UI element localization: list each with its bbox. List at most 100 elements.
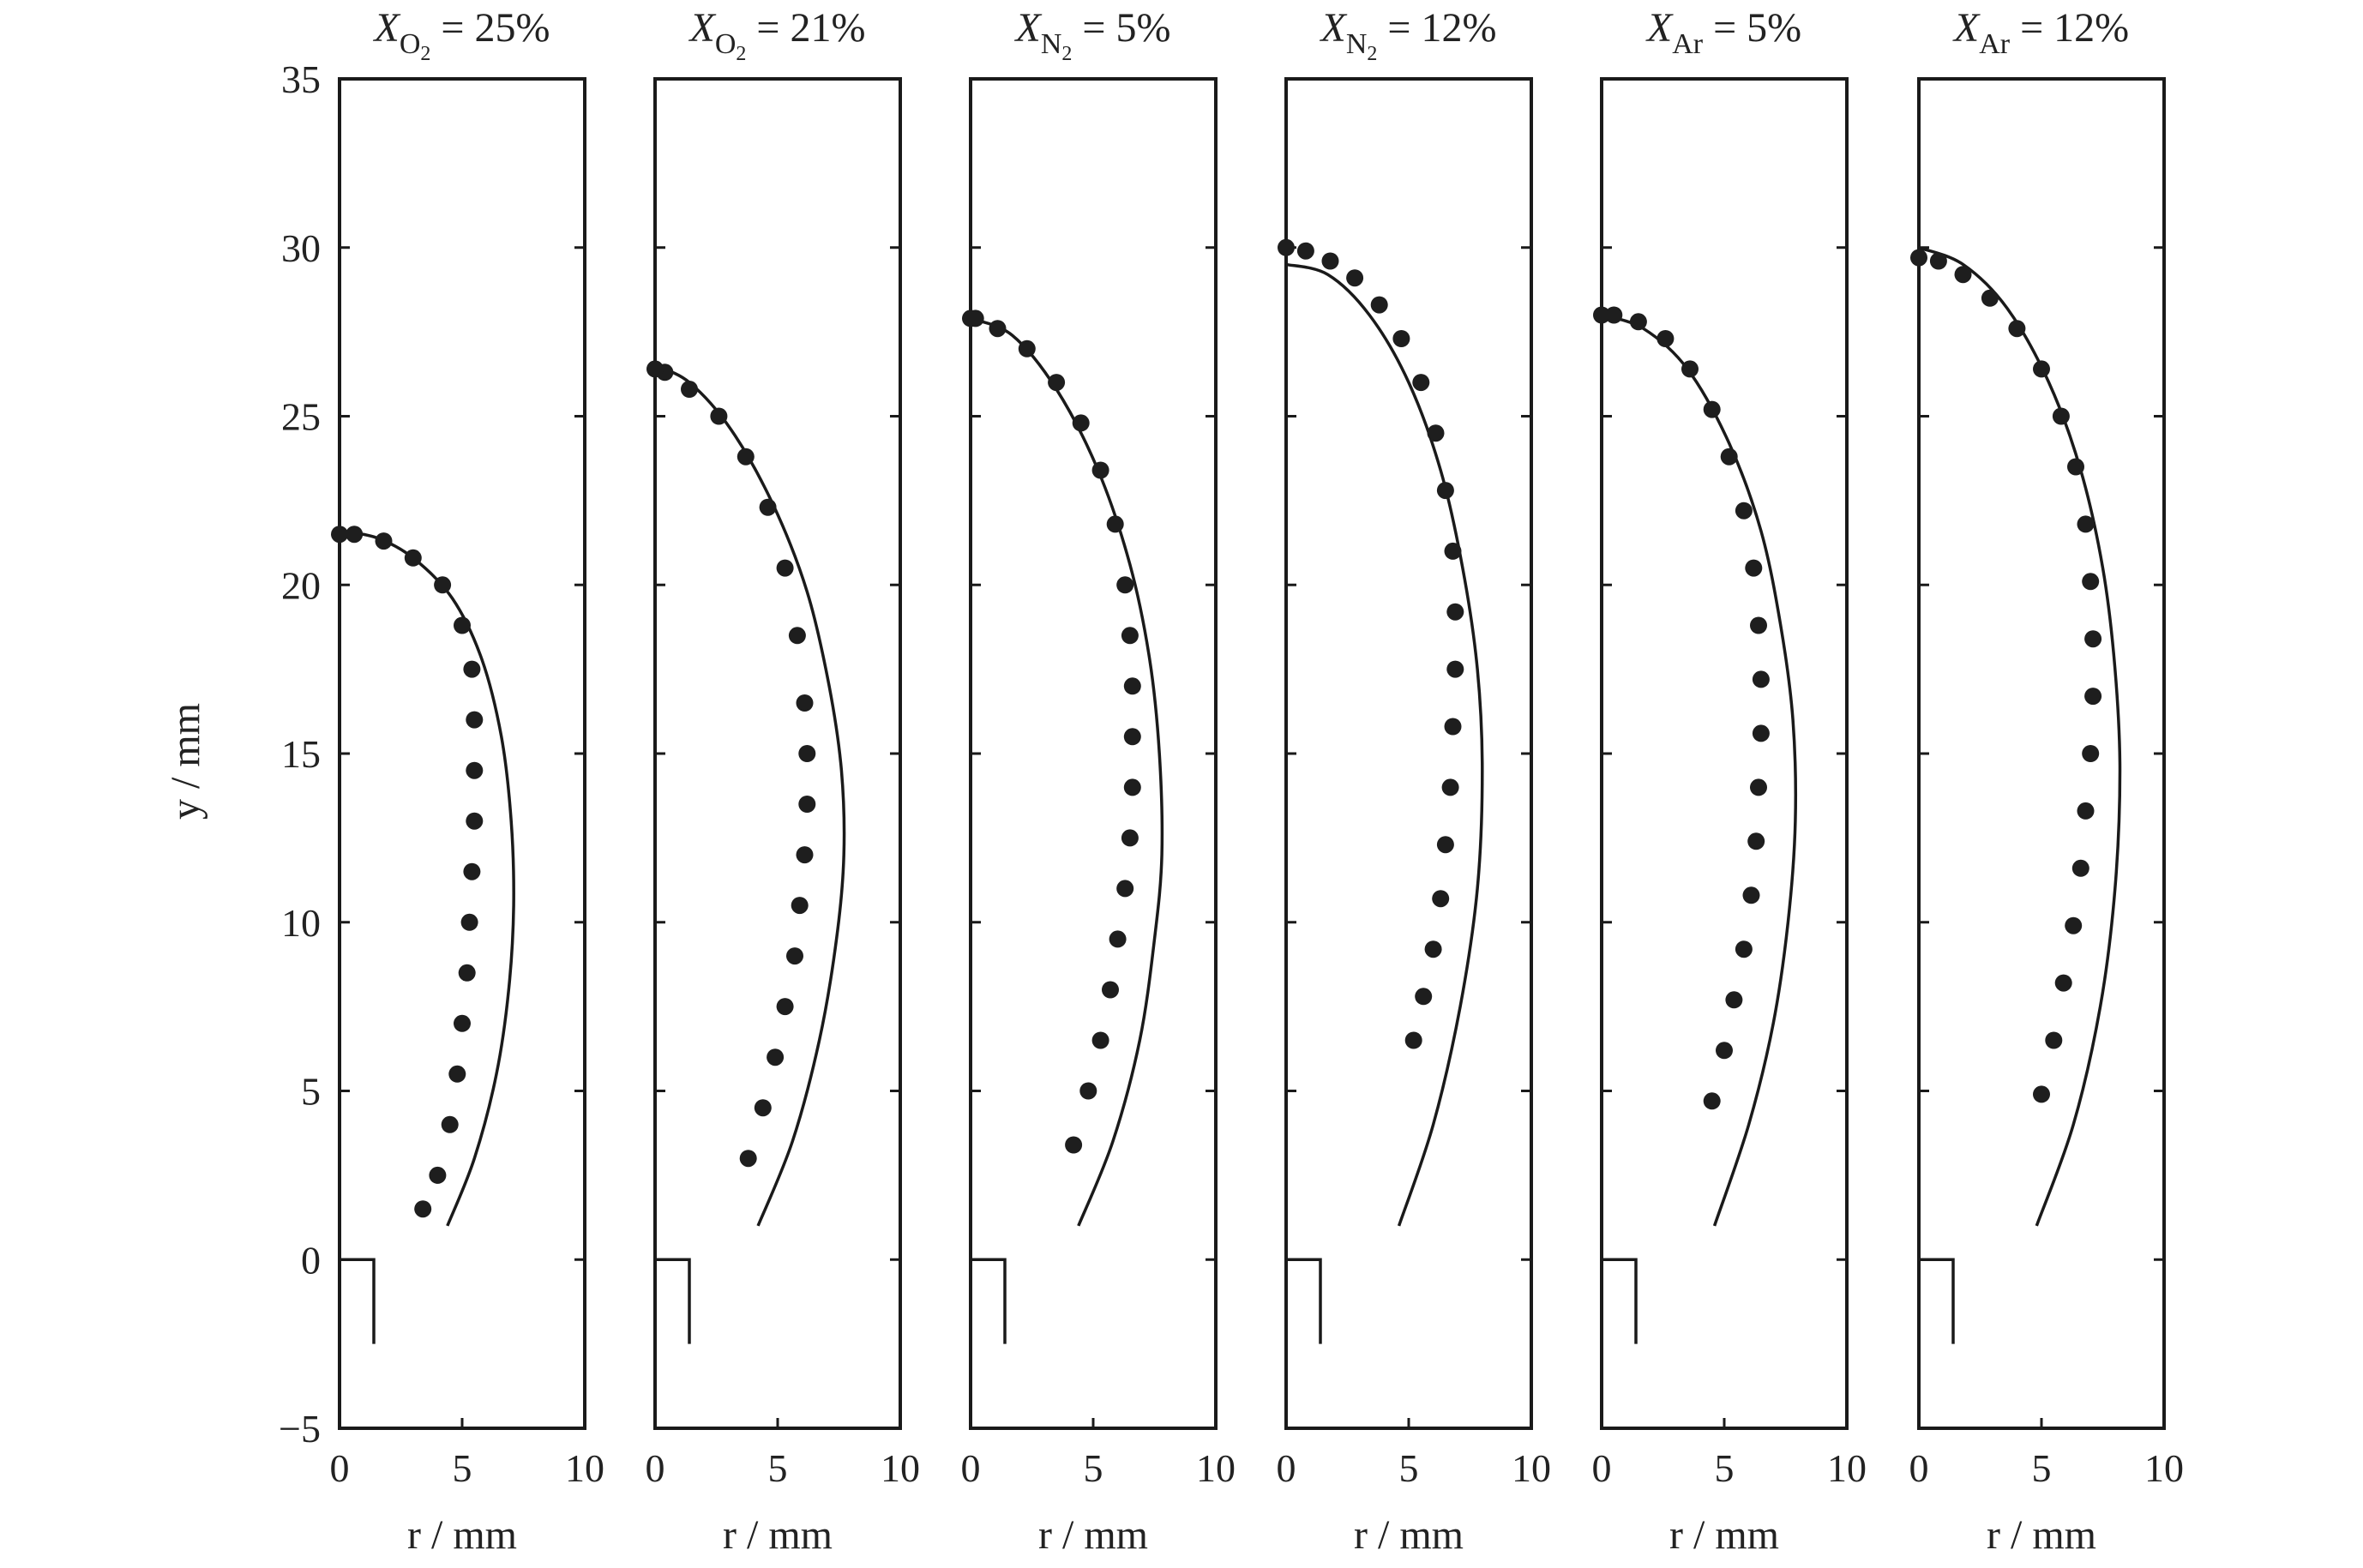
experiment-point	[776, 998, 794, 1016]
experiment-point	[1725, 991, 1743, 1009]
experiment-point	[1432, 890, 1450, 908]
experiment-point	[681, 381, 698, 398]
experiment-point	[460, 913, 478, 931]
experiment-point	[1750, 616, 1767, 634]
experiment-point	[2045, 1031, 2063, 1049]
experiment-point	[441, 1115, 459, 1133]
experiment-point	[1091, 1031, 1109, 1049]
experiment-point	[710, 407, 728, 425]
experiment-point	[2033, 1085, 2050, 1103]
experiment-point	[1703, 1092, 1721, 1110]
experiment-point	[1109, 930, 1127, 948]
experiment-point	[1106, 515, 1124, 533]
burner-outline	[1919, 1258, 1955, 1344]
y-tick-label: 20	[281, 563, 321, 607]
experiment-point	[466, 812, 484, 830]
burner-outline	[655, 1258, 691, 1344]
experiment-point	[2084, 688, 2102, 706]
experiment-point	[791, 897, 809, 915]
experiment-point	[1346, 269, 1364, 287]
simulation-line	[339, 529, 515, 1227]
plot-frame	[969, 77, 1218, 1430]
experiment-point	[1593, 306, 1610, 324]
burner-outline	[340, 1258, 376, 1344]
experiment-point	[463, 862, 481, 880]
experiment-point	[1750, 778, 1767, 796]
experiment-point	[786, 947, 803, 965]
plot-frame	[338, 77, 586, 1430]
experiment-point	[1444, 718, 1462, 736]
experiment-point	[1910, 249, 1927, 267]
experiment-point	[2077, 515, 2095, 533]
experiment-point	[1441, 778, 1459, 796]
panel-2: 0 5 10 r / mm XO2 = 21%	[646, 5, 921, 1558]
experiment-point	[466, 711, 484, 729]
experiment-point	[646, 360, 664, 378]
experiment-point	[1446, 603, 1464, 621]
experiment-point	[2065, 916, 2083, 934]
experiment-point	[466, 761, 484, 779]
panel-4: 0 5 10 r / mm XN2 = 12%	[1277, 5, 1552, 1558]
experiment-point	[798, 796, 816, 813]
y-tick-label: 10	[281, 901, 321, 945]
x-tick-label: 10	[1512, 1446, 1551, 1490]
experiment-point	[2082, 573, 2100, 591]
y-tick-label: 15	[281, 732, 321, 776]
experiment-point	[454, 616, 471, 634]
simulation-line	[1601, 313, 1798, 1227]
experiment-point	[754, 1099, 772, 1117]
experiment-point	[404, 549, 422, 567]
panel-title: XAr = 5%	[1645, 5, 1801, 60]
y-tick-label: 5	[301, 1070, 321, 1114]
x-axis-label: r / mm	[407, 1512, 517, 1558]
x-axis-label: r / mm	[723, 1512, 833, 1558]
experiment-point	[1657, 330, 1675, 347]
x-tick-label: 10	[1196, 1446, 1236, 1490]
experiment-point	[1121, 627, 1139, 645]
experiment-point	[1735, 940, 1753, 958]
panel-5: 0 5 10 r / mm XAr = 5%	[1592, 5, 1867, 1558]
x-tick-label: 10	[2144, 1446, 2184, 1490]
x-axis-label: r / mm	[1038, 1512, 1148, 1558]
plot-frame	[653, 77, 902, 1430]
x-tick-label: 5	[1715, 1446, 1735, 1490]
experiment-point	[463, 660, 481, 678]
plot-frame	[1284, 77, 1533, 1430]
experiment-point	[1981, 289, 1999, 307]
experiment-point	[798, 745, 816, 762]
experiment-point	[1735, 502, 1753, 520]
experiment-point	[1427, 424, 1445, 442]
panel-1: 0 5 10 r / mm XO2 = 25%	[330, 5, 605, 1558]
x-tick-label: 5	[1399, 1446, 1419, 1490]
panels: 0 5 10 r / mm XO2 = 25% 0 5 10 r / mm XO2 = 21% 0 5…	[330, 5, 2185, 1558]
experiment-point	[1091, 461, 1109, 479]
x-tick-label: 0	[330, 1446, 350, 1490]
panel-title: XO2 = 25%	[373, 5, 550, 65]
x-tick-label: 5	[2032, 1446, 2052, 1490]
x-tick-label: 10	[881, 1446, 920, 1490]
x-tick-label: 10	[1827, 1446, 1867, 1490]
experiment-point	[1954, 266, 1972, 284]
x-axis-label: r / mm	[1987, 1512, 2096, 1558]
y-tick-label: 35	[281, 57, 321, 101]
y-tick-label: −5	[279, 1407, 321, 1451]
experiment-point	[331, 526, 348, 544]
experiment-point	[1404, 1031, 1422, 1049]
experiment-point	[788, 627, 806, 645]
y-axis-label: y / mm	[163, 703, 208, 820]
experiment-point	[1412, 374, 1430, 392]
panel-title: XN2 = 12%	[1320, 5, 1497, 65]
experiment-point	[448, 1065, 466, 1083]
panel-title: XN2 = 5%	[1014, 5, 1171, 65]
panel-3: 0 5 10 r / mm XN2 = 5%	[961, 5, 1236, 1558]
experiment-point	[1424, 940, 1442, 958]
experiment-point	[989, 320, 1007, 338]
experiment-point	[1018, 339, 1036, 357]
experiment-point	[1079, 1082, 1097, 1100]
experiment-point	[1048, 374, 1066, 392]
experiment-point	[1681, 360, 1699, 378]
experiment-point	[1742, 886, 1760, 904]
experiment-point	[1752, 670, 1770, 688]
x-tick-label: 5	[768, 1446, 788, 1490]
